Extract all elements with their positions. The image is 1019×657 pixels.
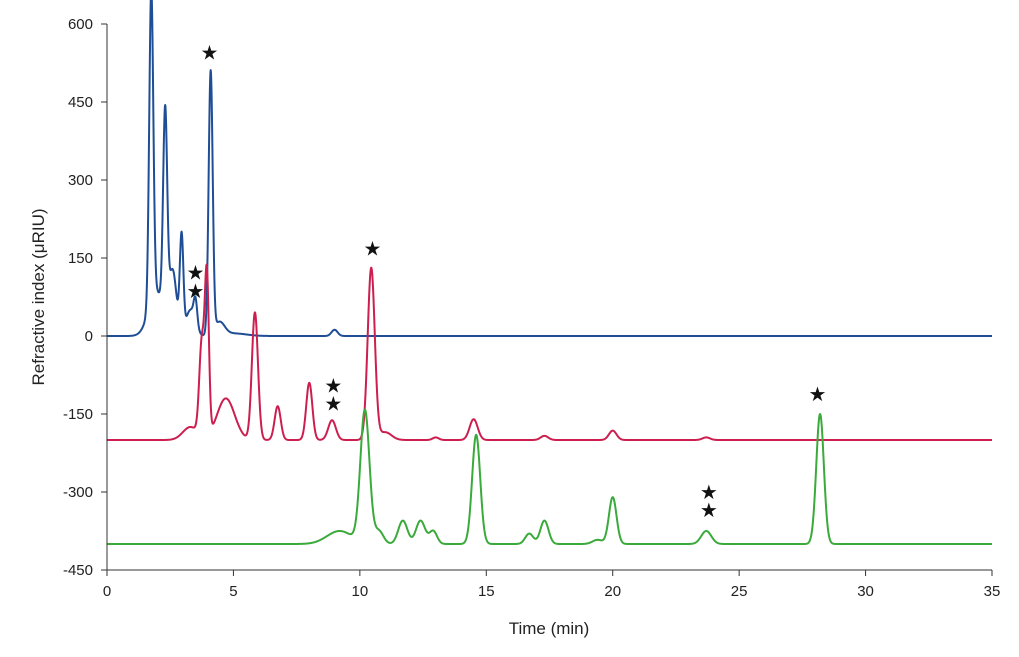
series-line-3 (106, 408, 993, 545)
x-tick-label: 30 (857, 583, 874, 600)
peak-marker-star: ★ (809, 382, 827, 406)
x-tick-label: 5 (229, 583, 237, 600)
y-tick-label: 0 (85, 328, 93, 345)
axes (106, 24, 992, 571)
x-tick-label: 10 (352, 583, 369, 600)
x-tick-label: 25 (731, 583, 748, 600)
x-tick-label: 35 (984, 583, 1001, 600)
y-tick-label: -450 (63, 562, 93, 579)
peak-marker-star: ★ (187, 279, 205, 303)
series-lines (106, 0, 993, 545)
y-tick-label: -300 (63, 484, 93, 501)
peak-marker-star: ★ (324, 373, 342, 397)
series-line-2 (106, 263, 993, 441)
y-tick-label: 600 (68, 16, 93, 33)
y-axis-title: Refractive index (μRIU) (29, 208, 48, 385)
x-tick-label: 0 (103, 583, 111, 600)
peak-marker-star: ★ (324, 392, 342, 416)
peak-marker-star: ★ (364, 237, 382, 261)
peak-marker-star: ★ (700, 480, 718, 504)
peak-marker-star: ★ (187, 261, 205, 285)
peak-marker-star: ★ (200, 41, 218, 65)
y-tick-label: 450 (68, 94, 93, 111)
y-tick-label: 150 (68, 250, 93, 267)
peak-marker-star: ★ (700, 498, 718, 522)
y-tick-label: -150 (63, 406, 93, 423)
x-tick-label: 15 (478, 583, 495, 600)
ticks: 0 5 10 15 20 25 30 35 600 450 300 150 0 -150 -300 -450 (63, 16, 1000, 600)
series-line-1 (106, 0, 993, 337)
x-tick-label: 20 (604, 583, 621, 600)
y-tick-label: 300 (68, 172, 93, 189)
x-axis-title: Time (min) (509, 619, 590, 638)
annotations: ★★★★★★ ★★★ (187, 41, 827, 523)
